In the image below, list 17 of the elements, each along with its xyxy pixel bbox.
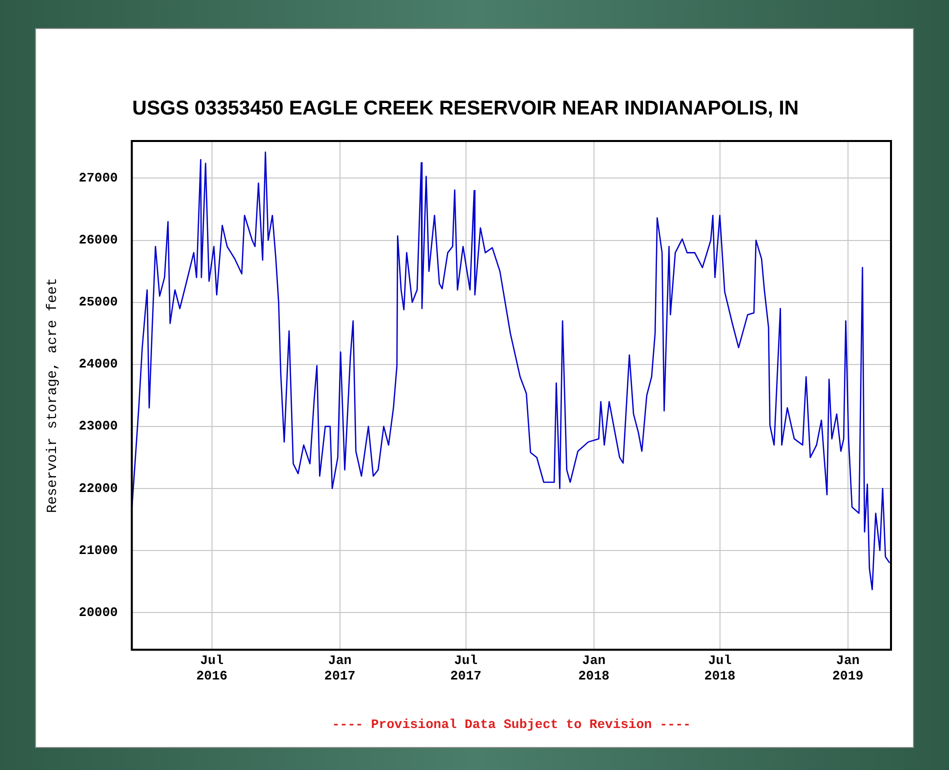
y-tick-label: 26000 bbox=[78, 232, 118, 248]
y-tick-label: 25000 bbox=[78, 294, 118, 310]
y-axis-title: Reservoir storage, acre feet bbox=[45, 278, 62, 514]
y-tick-label: 21000 bbox=[78, 542, 118, 558]
x-tick-label: Jul 2017 bbox=[450, 652, 482, 684]
y-tick-label: 20000 bbox=[78, 604, 118, 620]
y-tick-label: 24000 bbox=[78, 356, 118, 372]
x-tick-label: Jul 2018 bbox=[704, 652, 736, 684]
x-tick-label: Jul 2016 bbox=[196, 652, 228, 684]
x-tick-label: Jan 2019 bbox=[832, 652, 864, 684]
chart-title: USGS 03353450 EAGLE CREEK RESERVOIR NEAR INDIANAPOLIS, IN bbox=[132, 98, 799, 120]
x-tick-label: Jan 2018 bbox=[578, 652, 610, 684]
y-tick-label: 23000 bbox=[78, 418, 118, 434]
x-tick-label: Jan 2017 bbox=[324, 652, 356, 684]
text: ---- Provisional Data Subject to Revision ---- bbox=[332, 716, 691, 732]
y-tick-label: 22000 bbox=[78, 480, 118, 496]
y-tick-label: 27000 bbox=[78, 170, 118, 186]
